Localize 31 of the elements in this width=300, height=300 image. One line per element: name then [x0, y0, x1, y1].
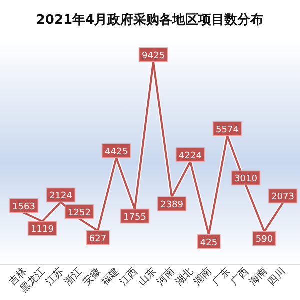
data-label: 3010	[231, 170, 261, 186]
data-label: 2389	[160, 200, 184, 211]
data-label: 2073	[268, 188, 298, 204]
data-label: 590	[252, 231, 276, 246]
data-label: 1252	[68, 208, 91, 218]
data-label: 2124	[46, 188, 76, 203]
data-label: 9425	[138, 48, 168, 62]
data-label: 627	[89, 234, 107, 244]
data-label: 1252	[64, 204, 94, 220]
data-label: 1755	[120, 208, 150, 224]
data-label: 1563	[12, 202, 36, 212]
data-label: 425	[197, 234, 221, 250]
data-label: 425	[200, 238, 218, 248]
data-label: 627	[86, 230, 110, 246]
data-label: 3010	[234, 174, 258, 185]
data-label: 590	[256, 235, 274, 246]
data-label: 4224	[179, 151, 202, 162]
data-label: 2124	[50, 192, 73, 202]
data-label: 4425	[102, 144, 132, 158]
data-label: 2073	[272, 192, 294, 203]
data-label: 4425	[105, 148, 128, 158]
data-label: 5574	[212, 122, 242, 136]
chart-title: 2021年4月政府采购各地区项目数分布	[36, 12, 264, 28]
data-label: 1563	[9, 198, 39, 214]
data-label: 1119	[28, 221, 58, 236]
data-label: 5574	[216, 125, 240, 136]
data-label: 1119	[31, 225, 54, 236]
data-label: 2389	[157, 196, 187, 212]
data-label: 9425	[142, 52, 165, 62]
data-label: 4224	[176, 147, 206, 162]
data-label: 1755	[124, 212, 146, 223]
